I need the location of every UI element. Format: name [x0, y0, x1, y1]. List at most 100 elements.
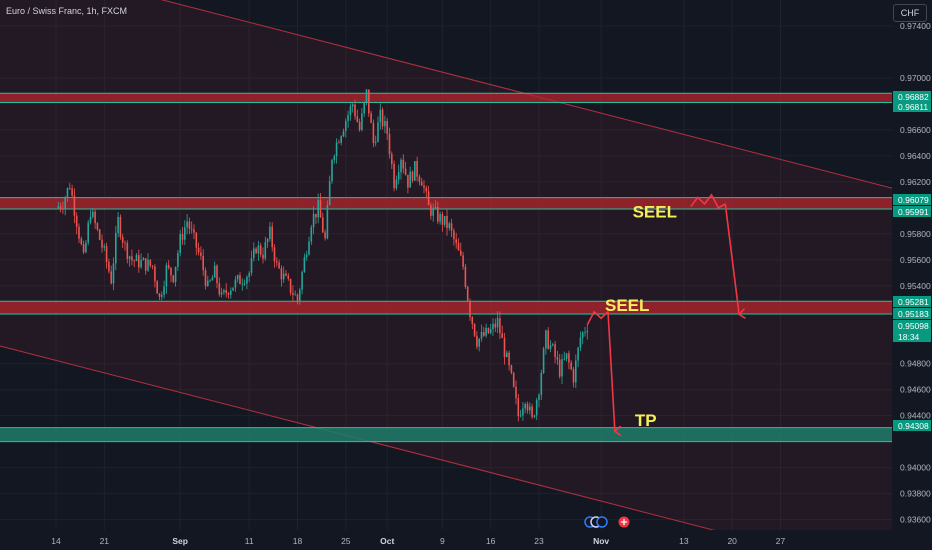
candle-body	[225, 290, 227, 294]
candle-body	[108, 262, 110, 272]
candle-body	[515, 386, 517, 399]
candle-body	[434, 207, 437, 209]
candle-body	[473, 323, 476, 336]
candle-body	[347, 114, 349, 121]
candle-body	[427, 191, 430, 206]
candle-body	[423, 185, 425, 188]
candle-body	[531, 406, 533, 417]
candle-body	[234, 279, 237, 288]
price-label-text: 0.96882	[898, 92, 929, 102]
zone-mid-resistance	[0, 197, 892, 210]
candle-body	[577, 347, 579, 361]
candle-body	[202, 255, 204, 271]
candle-body	[161, 294, 163, 297]
candle-body	[420, 181, 423, 186]
candle-body	[315, 213, 317, 218]
time-axis-bg	[0, 530, 932, 550]
candle-body	[381, 109, 384, 127]
candle-body	[581, 332, 584, 338]
plus-icon	[621, 519, 627, 525]
candle-body	[487, 327, 490, 334]
candle-body	[131, 256, 133, 261]
candle-body	[195, 232, 198, 248]
candle-body	[441, 214, 444, 225]
annotation-tp: TP	[635, 411, 657, 430]
zones	[0, 92, 892, 443]
candle-body	[110, 271, 112, 284]
candle-body	[414, 161, 416, 181]
candle-body	[232, 287, 234, 291]
candle-body	[197, 247, 200, 253]
time-tick-label: 9	[440, 536, 445, 546]
candle-body	[395, 179, 398, 189]
candle-body	[216, 265, 218, 284]
currency-button[interactable]: CHF	[893, 4, 927, 22]
candle-body	[453, 230, 455, 240]
candle-body	[319, 200, 322, 218]
candle-body	[101, 239, 103, 248]
candle-body	[317, 200, 319, 218]
candle-body	[372, 122, 375, 143]
candle-body	[269, 226, 271, 239]
time-tick-label: 14	[51, 536, 61, 546]
candle-body	[112, 263, 115, 284]
annotation-seel: SEEL	[605, 296, 649, 315]
candle-body	[266, 238, 269, 243]
candle-body	[561, 359, 563, 377]
candle-body	[64, 197, 66, 210]
candle-body	[121, 236, 124, 243]
candle-body	[287, 275, 290, 280]
price-tick-label: 0.96200	[900, 177, 931, 187]
candle-body	[278, 262, 280, 269]
candle-body	[211, 277, 214, 281]
candle-body	[496, 318, 499, 328]
candle-body	[188, 221, 191, 229]
price-tick-label: 0.94600	[900, 385, 931, 395]
candle-body	[154, 266, 156, 282]
candle-body	[264, 242, 267, 259]
candle-body	[276, 261, 278, 263]
candle-body	[404, 168, 407, 175]
candle-body	[565, 353, 568, 359]
candle-body	[133, 260, 135, 262]
time-tick-label: 18	[293, 536, 303, 546]
event-icon	[596, 516, 608, 528]
candle-body	[499, 318, 501, 334]
candle-body	[255, 248, 257, 254]
candle-body	[418, 176, 421, 182]
candle-body	[135, 255, 138, 262]
projections	[586, 193, 739, 431]
time-tick-label: 16	[486, 536, 496, 546]
candle-body	[538, 394, 540, 400]
candle-body	[165, 265, 168, 287]
time-tick-label: 23	[534, 536, 544, 546]
candle-body	[280, 268, 283, 280]
candle-body	[115, 233, 117, 264]
candle-body	[492, 323, 494, 330]
candle-body	[416, 161, 418, 177]
candle-body	[340, 136, 342, 143]
candle-body	[409, 171, 411, 188]
price-tick-label: 0.94800	[900, 359, 931, 369]
candle-body	[342, 131, 345, 137]
candle-body	[181, 233, 184, 240]
channel-upper-line	[160, 0, 893, 189]
candle-body	[354, 104, 356, 117]
candle-body	[485, 327, 487, 336]
candle-body	[285, 273, 287, 276]
candle-body	[126, 243, 129, 259]
time-tick-label: 11	[245, 536, 254, 546]
candle-body	[483, 332, 485, 336]
candle-body	[239, 275, 241, 285]
candle-body	[282, 273, 285, 280]
candle-body	[361, 113, 363, 130]
candle-body	[439, 214, 441, 222]
candle-body	[377, 122, 379, 142]
candle-body	[402, 159, 405, 169]
candle-body	[172, 275, 175, 282]
candle-body	[213, 265, 216, 278]
zone-upper-resistance	[0, 93, 892, 103]
candle-body	[62, 208, 64, 210]
price-label-text: 0.95991	[898, 207, 929, 217]
